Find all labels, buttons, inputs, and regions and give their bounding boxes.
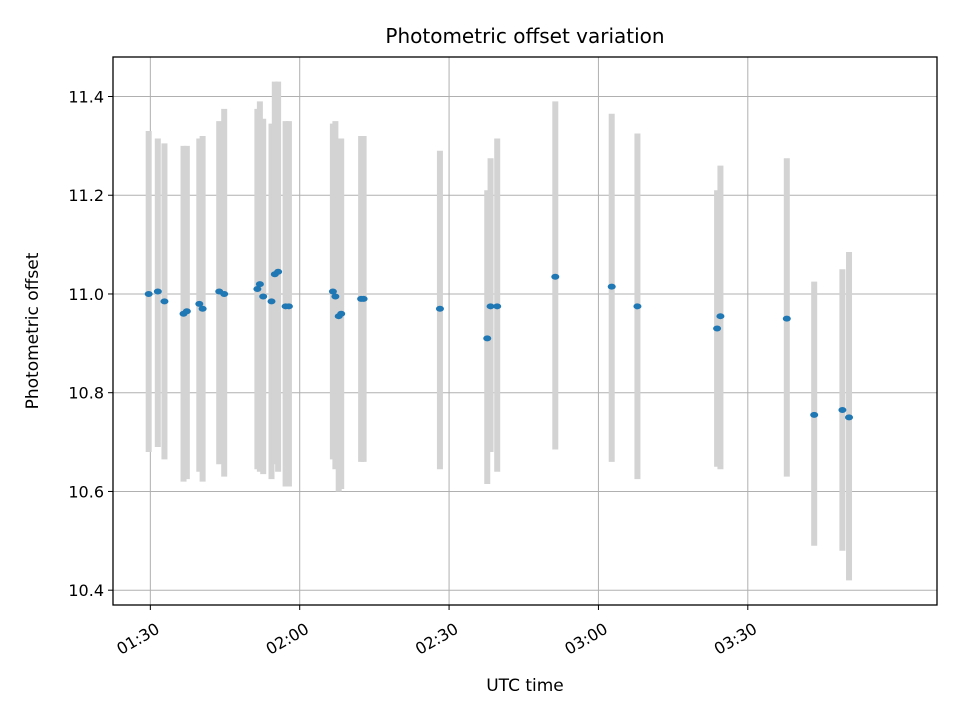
- plot-frame: [112, 56, 938, 606]
- data-point: [551, 273, 560, 280]
- y-axis: 10.4 10.6 10.8 11.0 11.2 11.4: [68, 87, 113, 600]
- data-point: [328, 288, 337, 295]
- data-point: [220, 290, 229, 297]
- data-point: [267, 298, 276, 305]
- data-point: [274, 268, 283, 275]
- data-point: [359, 295, 368, 302]
- y-tick-label: 10.8: [68, 384, 104, 403]
- data-point: [838, 406, 847, 413]
- data-point: [483, 335, 492, 342]
- y-tick-label: 11.4: [68, 87, 104, 106]
- data-point: [633, 303, 642, 310]
- data-point: [195, 300, 204, 307]
- data-point: [493, 303, 502, 310]
- data-point: [713, 325, 722, 332]
- x-axis-title: UTC time: [486, 676, 564, 696]
- y-tick-label: 11.0: [68, 285, 104, 304]
- data-point: [435, 305, 444, 312]
- data-point: [810, 411, 819, 418]
- data-point: [153, 288, 162, 295]
- data-point: [182, 308, 191, 315]
- y-tick-label: 10.4: [68, 581, 104, 600]
- data-point: [486, 303, 495, 310]
- chart-title: Photometric offset variation: [385, 24, 664, 48]
- data-point: [284, 303, 293, 310]
- y-axis-title: Photometric offset: [23, 252, 43, 409]
- data-point: [160, 298, 169, 305]
- data-point: [259, 293, 268, 300]
- data-point: [144, 290, 153, 297]
- data-point: [331, 293, 340, 300]
- y-tick-label: 11.2: [68, 186, 104, 205]
- data-point: [255, 281, 264, 288]
- data-points: [144, 268, 854, 421]
- data-point: [782, 315, 791, 322]
- y-tick-label: 10.6: [68, 482, 104, 501]
- data-point: [198, 305, 207, 312]
- data-point: [845, 414, 854, 421]
- grid-lines: [113, 57, 937, 605]
- data-point: [253, 286, 262, 293]
- data-point: [337, 310, 346, 317]
- data-point: [716, 313, 725, 320]
- data-point: [607, 283, 616, 290]
